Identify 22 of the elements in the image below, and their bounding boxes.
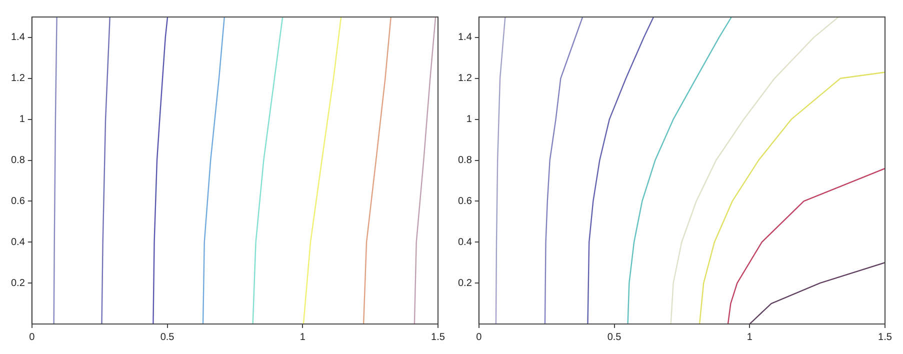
x-tick-label: 0 <box>476 332 482 343</box>
y-tick-label: 0.8 <box>458 155 472 166</box>
y-tick-label: 1.4 <box>10 32 26 44</box>
y-tick-label: 1 <box>19 114 26 126</box>
y-tick-label: 1.2 <box>458 73 472 84</box>
y-tick-label: 0.2 <box>458 278 472 289</box>
x-tick-label: 0 <box>29 332 36 343</box>
y-tick-label: 1 <box>466 114 472 126</box>
y-tick-label: 0.2 <box>10 278 26 289</box>
y-tick-label: 0.4 <box>10 236 26 248</box>
y-tick-label: 1.2 <box>10 73 26 84</box>
y-tick-label: 1.4 <box>458 32 472 44</box>
y-tick-label: 0.6 <box>458 196 472 207</box>
x-tick-label: 1 <box>746 332 753 343</box>
y-tick-label: 0.6 <box>10 196 26 207</box>
x-tick-label: 1 <box>300 332 306 343</box>
y-tick-label: 0.8 <box>10 155 26 166</box>
x-tick-label: 0.5 <box>607 332 622 343</box>
x-tick-label: 1.5 <box>431 332 446 343</box>
x-tick-label: 0.5 <box>160 332 175 343</box>
x-tick-label: 1.5 <box>878 332 892 343</box>
y-tick-label: 0.4 <box>458 236 472 248</box>
